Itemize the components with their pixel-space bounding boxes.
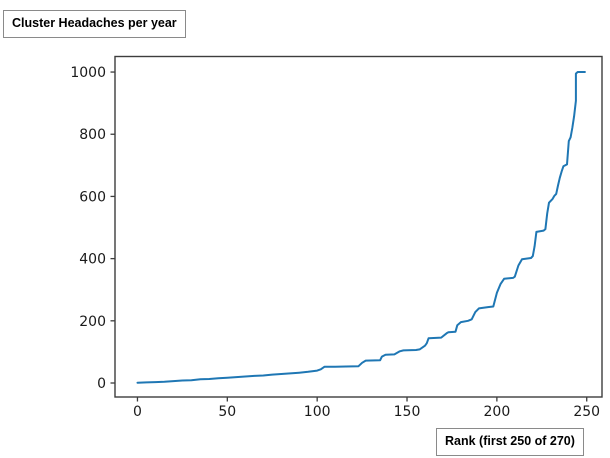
y-tick-label: 1000 — [70, 65, 106, 81]
chart-title: Cluster Headaches per year — [12, 16, 177, 30]
x-axis-label-box: Rank (first 250 of 270) — [436, 428, 584, 456]
y-tick-label: 400 — [79, 252, 106, 268]
y-tick-label: 0 — [97, 376, 106, 392]
x-tick-label: 0 — [133, 404, 142, 420]
x-tick-label: 250 — [573, 404, 600, 420]
y-tick-label: 800 — [79, 127, 106, 143]
x-tick-label: 200 — [484, 404, 511, 420]
x-axis-label: Rank (first 250 of 270) — [445, 434, 575, 448]
chart-title-box: Cluster Headaches per year — [3, 10, 186, 38]
data-line — [136, 71, 586, 384]
x-tick-label: 50 — [218, 404, 236, 420]
x-tick-label: 150 — [394, 404, 421, 420]
y-tick-label: 200 — [79, 314, 106, 330]
plot-frame — [114, 55, 603, 398]
y-tick-label: 600 — [79, 189, 106, 205]
x-tick-label: 100 — [304, 404, 331, 420]
